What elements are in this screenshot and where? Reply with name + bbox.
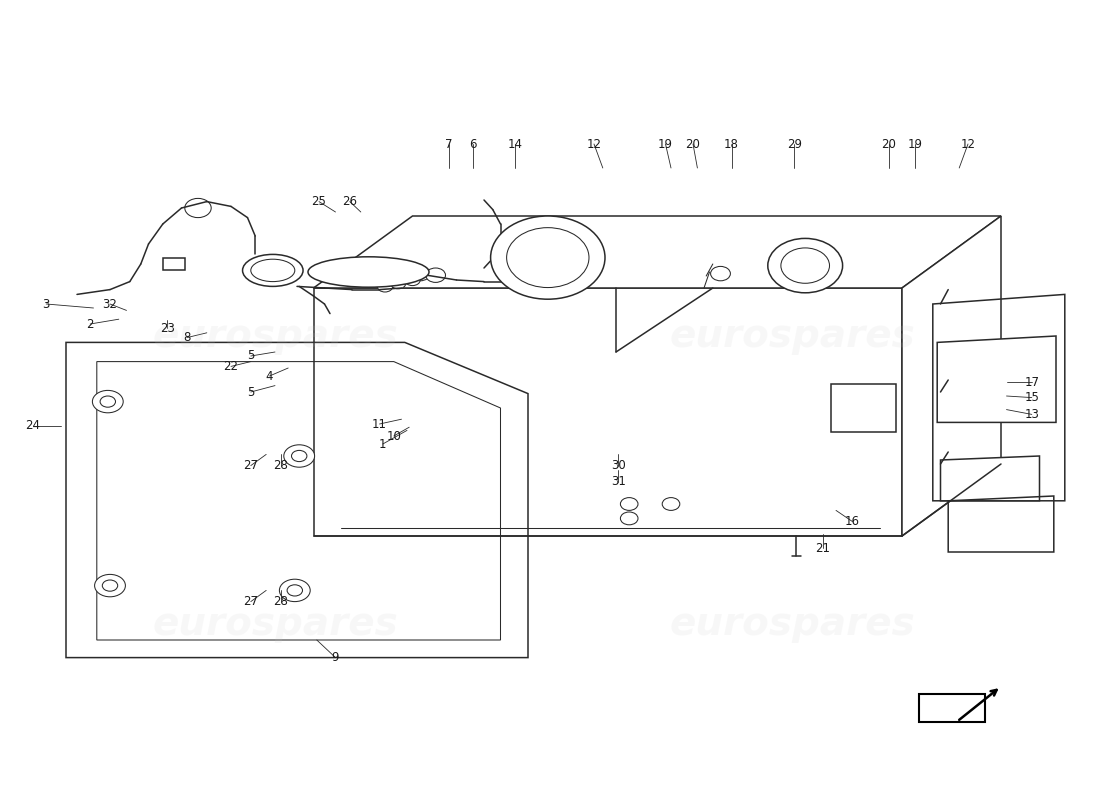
Circle shape [662, 498, 680, 510]
Text: eurospares: eurospares [152, 605, 398, 643]
Bar [918, 694, 984, 722]
Circle shape [405, 274, 420, 286]
Circle shape [395, 265, 415, 279]
Circle shape [284, 445, 315, 467]
Circle shape [279, 579, 310, 602]
Text: 32: 32 [102, 298, 118, 310]
Text: 17: 17 [1024, 376, 1040, 389]
Text: 28: 28 [273, 595, 288, 608]
Circle shape [768, 238, 843, 293]
Text: 22: 22 [223, 360, 239, 373]
Text: 15: 15 [1024, 391, 1040, 404]
Text: 31: 31 [610, 475, 626, 488]
Text: 9: 9 [332, 651, 339, 664]
Text: 20: 20 [685, 138, 701, 150]
Text: 5: 5 [248, 386, 254, 398]
Text: 19: 19 [908, 138, 923, 150]
Text: 1: 1 [379, 438, 386, 450]
Text: 23: 23 [160, 322, 175, 334]
Ellipse shape [242, 254, 304, 286]
Text: 4: 4 [266, 370, 273, 382]
Circle shape [377, 281, 393, 292]
Text: 27: 27 [243, 459, 258, 472]
Text: eurospares: eurospares [669, 317, 915, 355]
Circle shape [620, 498, 638, 510]
Text: 3: 3 [43, 298, 50, 310]
Circle shape [491, 216, 605, 299]
Text: 8: 8 [184, 331, 190, 344]
Text: 18: 18 [724, 138, 739, 150]
Text: 5: 5 [248, 350, 254, 362]
Circle shape [95, 574, 125, 597]
Text: 7: 7 [446, 138, 452, 150]
Polygon shape [902, 216, 1001, 536]
Polygon shape [497, 244, 526, 262]
Text: 21: 21 [815, 542, 830, 554]
Text: eurospares: eurospares [669, 605, 915, 643]
Circle shape [426, 268, 446, 282]
Text: 26: 26 [342, 195, 358, 208]
Polygon shape [940, 456, 1040, 501]
Ellipse shape [308, 257, 429, 287]
Circle shape [92, 390, 123, 413]
Text: 10: 10 [386, 430, 402, 442]
Circle shape [390, 278, 406, 289]
Text: 27: 27 [243, 595, 258, 608]
Polygon shape [314, 216, 1001, 288]
Text: 30: 30 [610, 459, 626, 472]
Text: 11: 11 [372, 418, 387, 430]
Text: 29: 29 [786, 138, 802, 150]
Polygon shape [830, 384, 896, 432]
Text: 25: 25 [311, 195, 327, 208]
Text: 6: 6 [470, 138, 476, 150]
Text: 28: 28 [273, 459, 288, 472]
Polygon shape [574, 246, 603, 264]
Polygon shape [163, 258, 185, 270]
Text: 12: 12 [586, 138, 602, 150]
Text: 14: 14 [507, 138, 522, 150]
Text: 2: 2 [87, 318, 94, 330]
Text: 20: 20 [881, 138, 896, 150]
Text: 12: 12 [960, 138, 976, 150]
Text: 16: 16 [845, 515, 860, 528]
Text: 13: 13 [1024, 408, 1040, 421]
Text: 19: 19 [658, 138, 673, 150]
Text: 24: 24 [25, 419, 41, 432]
Circle shape [620, 512, 638, 525]
Circle shape [711, 266, 730, 281]
Circle shape [410, 266, 430, 281]
Polygon shape [937, 336, 1056, 422]
Text: eurospares: eurospares [152, 317, 398, 355]
